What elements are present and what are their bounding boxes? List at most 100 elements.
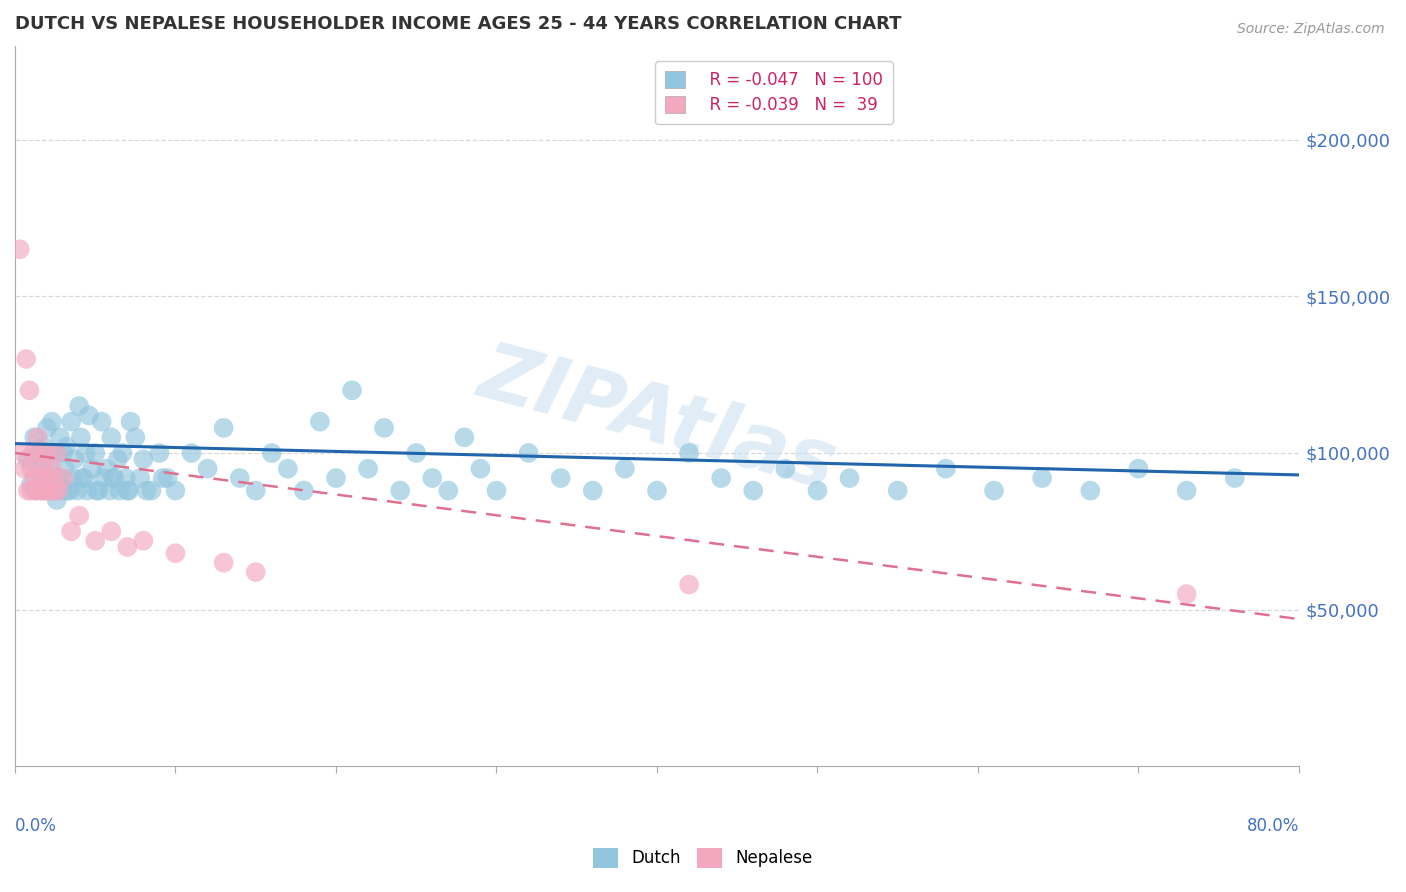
Point <box>373 421 395 435</box>
Point <box>212 421 235 435</box>
Point <box>84 446 107 460</box>
Point <box>517 446 540 460</box>
Point <box>135 483 157 498</box>
Point <box>1031 471 1053 485</box>
Point <box>277 461 299 475</box>
Point <box>405 446 427 460</box>
Point <box>132 533 155 548</box>
Point <box>103 471 125 485</box>
Point <box>86 483 108 498</box>
Point <box>325 471 347 485</box>
Point <box>1128 461 1150 475</box>
Point <box>100 524 122 539</box>
Point <box>91 471 114 485</box>
Point <box>30 471 52 485</box>
Point <box>1223 471 1246 485</box>
Point <box>32 440 55 454</box>
Point <box>111 446 134 460</box>
Text: Source: ZipAtlas.com: Source: ZipAtlas.com <box>1237 22 1385 37</box>
Point <box>31 483 53 498</box>
Point <box>25 483 48 498</box>
Point <box>52 471 75 485</box>
Point <box>245 483 267 498</box>
Point <box>118 483 141 498</box>
Point <box>42 471 65 485</box>
Point <box>67 399 90 413</box>
Point <box>28 446 51 460</box>
Point <box>56 483 79 498</box>
Point <box>67 508 90 523</box>
Point <box>212 556 235 570</box>
Point <box>107 452 129 467</box>
Point <box>983 483 1005 498</box>
Point <box>357 461 380 475</box>
Point <box>46 483 69 498</box>
Point <box>165 483 187 498</box>
Point <box>292 483 315 498</box>
Point <box>485 483 508 498</box>
Point <box>11 446 34 460</box>
Point <box>197 461 219 475</box>
Point <box>44 483 66 498</box>
Point <box>470 461 492 475</box>
Point <box>117 483 139 498</box>
Legend: Dutch, Nepalese: Dutch, Nepalese <box>586 841 820 875</box>
Text: 80.0%: 80.0% <box>1247 817 1299 835</box>
Point <box>710 471 733 485</box>
Point <box>453 430 475 444</box>
Point <box>90 415 112 429</box>
Point <box>53 461 76 475</box>
Point <box>41 461 63 475</box>
Point <box>38 461 60 475</box>
Point <box>1175 587 1198 601</box>
Point <box>25 483 48 498</box>
Point <box>806 483 828 498</box>
Point <box>84 533 107 548</box>
Point <box>96 461 118 475</box>
Point <box>124 430 146 444</box>
Point <box>21 446 44 460</box>
Point <box>76 483 98 498</box>
Point <box>678 446 700 460</box>
Point <box>35 483 58 498</box>
Point <box>17 452 39 467</box>
Point <box>245 565 267 579</box>
Point <box>58 483 80 498</box>
Point <box>72 471 94 485</box>
Point <box>46 471 69 485</box>
Point <box>87 483 110 498</box>
Point <box>55 440 77 454</box>
Point <box>141 483 163 498</box>
Point <box>52 483 75 498</box>
Point <box>100 430 122 444</box>
Point <box>32 461 55 475</box>
Point <box>98 483 121 498</box>
Point <box>838 471 860 485</box>
Point <box>742 483 765 498</box>
Point <box>340 384 363 398</box>
Point <box>550 471 572 485</box>
Point <box>41 415 63 429</box>
Point <box>73 471 96 485</box>
Point <box>101 471 124 485</box>
Point <box>28 483 51 498</box>
Point <box>60 524 83 539</box>
Point <box>35 446 58 460</box>
Point <box>80 461 103 475</box>
Point <box>39 471 62 485</box>
Point <box>309 415 332 429</box>
Point <box>114 471 136 485</box>
Point <box>28 461 51 475</box>
Point <box>117 540 139 554</box>
Point <box>34 483 56 498</box>
Point <box>389 483 412 498</box>
Point <box>1175 483 1198 498</box>
Point <box>63 452 86 467</box>
Point <box>18 384 41 398</box>
Point <box>77 409 100 423</box>
Point <box>31 483 53 498</box>
Point <box>62 471 84 485</box>
Text: ZIPAtlas: ZIPAtlas <box>470 335 844 506</box>
Point <box>129 471 152 485</box>
Point <box>45 446 67 460</box>
